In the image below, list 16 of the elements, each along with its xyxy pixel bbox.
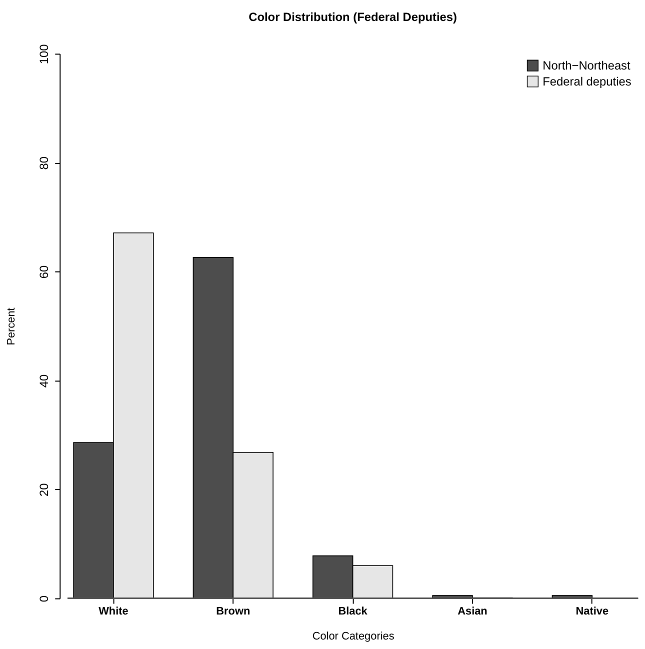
x-axis-title: Color Categories xyxy=(312,630,395,643)
x-tick-label: Native xyxy=(576,606,609,618)
x-tick-label: Asian xyxy=(458,606,488,618)
y-tick-label: 20 xyxy=(37,482,52,496)
y-tick-label: 40 xyxy=(37,374,52,388)
y-axis-title: Percent xyxy=(5,308,18,346)
y-tick-label: 60 xyxy=(37,265,52,279)
y-tick-label: 80 xyxy=(37,156,52,170)
legend-label: Federal deputies xyxy=(542,74,632,88)
legend-label: North−Northeast xyxy=(542,58,632,73)
chart-title: Color Distribution (Federal Deputies) xyxy=(248,10,458,24)
y-tick-label: 100 xyxy=(37,44,52,64)
x-tick-label: White xyxy=(98,606,128,618)
x-tick-label: Black xyxy=(338,606,368,618)
y-tick-label: 0 xyxy=(37,595,52,602)
x-tick-label: Brown xyxy=(216,606,250,618)
